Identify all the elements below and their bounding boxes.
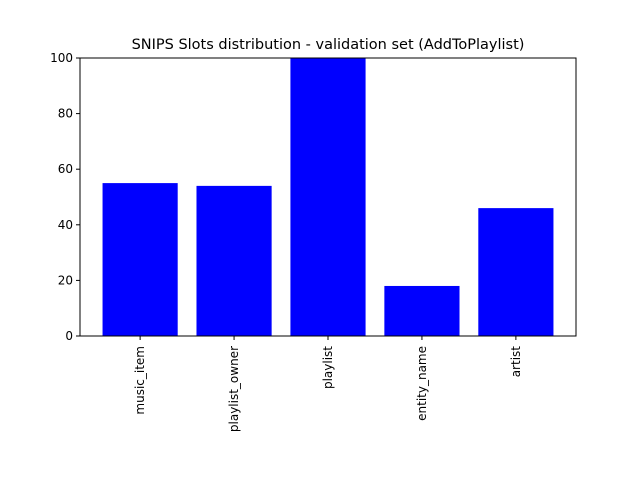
chart-title: SNIPS Slots distribution - validation se… — [132, 37, 525, 53]
x-axis: music_item playlist_owner playlist entity_n… — [133, 336, 523, 432]
x-tick-label: playlist — [321, 346, 335, 389]
plot-frame — [79, 57, 577, 337]
y-tick-label: 80 — [58, 107, 73, 121]
x-tick-label: entity_name — [415, 346, 429, 421]
x-tick-label: artist — [509, 346, 523, 378]
bar-playlist-owner — [196, 185, 272, 336]
y-tick-label: 60 — [58, 162, 73, 176]
bar-music-item — [102, 183, 178, 336]
x-tick-label: playlist_owner — [227, 346, 241, 432]
bar-playlist — [290, 58, 366, 336]
x-tick-label: music_item — [133, 346, 147, 415]
bar-artist — [478, 208, 554, 336]
bars-group — [102, 58, 554, 336]
y-axis: 0 20 40 60 80 100 — [50, 51, 80, 343]
bar-entity-name — [384, 285, 460, 336]
y-tick-label: 40 — [58, 218, 73, 232]
y-tick-label: 0 — [65, 329, 73, 343]
y-tick-label: 100 — [50, 51, 73, 65]
y-tick-label: 20 — [58, 273, 73, 287]
